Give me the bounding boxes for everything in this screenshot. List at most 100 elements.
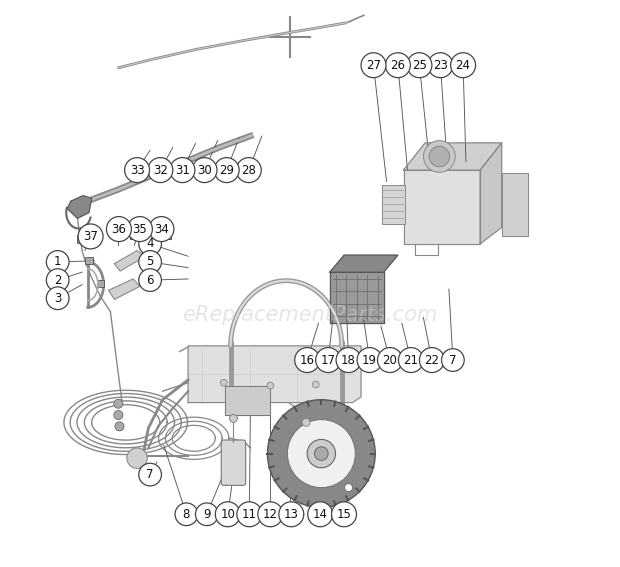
Text: 24: 24	[456, 59, 471, 71]
Bar	[502, 173, 528, 236]
Circle shape	[236, 158, 261, 183]
Circle shape	[46, 251, 69, 273]
Text: 16: 16	[299, 354, 315, 366]
Text: 11: 11	[242, 508, 257, 521]
Circle shape	[441, 349, 464, 371]
Circle shape	[170, 158, 195, 183]
Circle shape	[312, 381, 319, 388]
Circle shape	[287, 420, 355, 488]
Circle shape	[258, 502, 283, 527]
Circle shape	[139, 463, 161, 486]
Circle shape	[307, 439, 335, 468]
Circle shape	[46, 269, 69, 291]
Circle shape	[229, 414, 237, 422]
Bar	[382, 185, 405, 224]
Circle shape	[267, 382, 273, 389]
Text: 3: 3	[54, 292, 61, 304]
Polygon shape	[68, 196, 92, 218]
Text: 30: 30	[197, 164, 212, 176]
Text: 35: 35	[133, 223, 148, 235]
Circle shape	[308, 502, 333, 527]
Text: 33: 33	[130, 164, 144, 176]
Text: 32: 32	[153, 164, 168, 176]
Text: 20: 20	[383, 354, 397, 366]
Circle shape	[46, 287, 69, 310]
Circle shape	[114, 411, 123, 420]
Circle shape	[195, 503, 218, 526]
Circle shape	[399, 348, 423, 373]
Text: 31: 31	[175, 164, 190, 176]
Circle shape	[279, 502, 304, 527]
Text: 18: 18	[341, 354, 356, 366]
Text: 7: 7	[449, 354, 457, 366]
Circle shape	[215, 502, 241, 527]
Circle shape	[302, 418, 310, 426]
Text: 26: 26	[391, 59, 405, 71]
Circle shape	[114, 399, 123, 408]
Bar	[77, 235, 84, 243]
Circle shape	[125, 158, 149, 183]
Circle shape	[115, 422, 124, 431]
Text: 13: 13	[284, 508, 299, 521]
Polygon shape	[480, 143, 502, 244]
Text: 34: 34	[154, 223, 169, 235]
Text: eReplacementParts.com: eReplacementParts.com	[182, 304, 438, 325]
Circle shape	[332, 502, 356, 527]
Polygon shape	[114, 251, 146, 271]
Text: 1: 1	[54, 256, 61, 268]
Polygon shape	[108, 279, 140, 299]
Circle shape	[149, 217, 174, 242]
Circle shape	[316, 348, 340, 373]
Circle shape	[127, 448, 148, 468]
Circle shape	[294, 348, 320, 373]
Circle shape	[429, 146, 450, 167]
Polygon shape	[188, 346, 361, 403]
Text: 2: 2	[54, 274, 61, 286]
Text: 15: 15	[337, 508, 352, 521]
Text: 27: 27	[366, 59, 381, 71]
Circle shape	[139, 251, 161, 273]
Circle shape	[78, 224, 103, 249]
Text: 10: 10	[220, 508, 235, 521]
Text: 22: 22	[425, 354, 440, 366]
Circle shape	[192, 158, 217, 183]
Text: 14: 14	[312, 508, 328, 521]
Polygon shape	[404, 170, 480, 244]
Text: 29: 29	[219, 164, 234, 176]
Circle shape	[148, 158, 173, 183]
Circle shape	[107, 217, 131, 242]
Circle shape	[386, 53, 410, 78]
Circle shape	[139, 232, 161, 255]
Polygon shape	[330, 255, 398, 272]
Circle shape	[407, 53, 432, 78]
Circle shape	[221, 379, 227, 386]
Text: 8: 8	[183, 508, 190, 521]
Circle shape	[420, 348, 445, 373]
Circle shape	[423, 141, 455, 172]
Text: 7: 7	[146, 468, 154, 481]
Polygon shape	[404, 143, 502, 170]
Circle shape	[361, 53, 386, 78]
FancyBboxPatch shape	[221, 440, 246, 485]
Text: 12: 12	[263, 508, 278, 521]
Text: 21: 21	[404, 354, 418, 366]
Circle shape	[451, 53, 476, 78]
Text: 28: 28	[241, 164, 256, 176]
Text: 17: 17	[321, 354, 335, 366]
Bar	[97, 280, 104, 287]
Polygon shape	[225, 386, 270, 415]
Circle shape	[128, 217, 153, 242]
Text: 37: 37	[83, 230, 98, 243]
Circle shape	[139, 269, 161, 291]
Text: 25: 25	[412, 59, 427, 71]
Circle shape	[214, 158, 239, 183]
Text: 36: 36	[112, 223, 126, 235]
Circle shape	[428, 53, 453, 78]
Circle shape	[345, 484, 353, 492]
Polygon shape	[330, 272, 384, 323]
Circle shape	[378, 348, 402, 373]
Text: 4: 4	[146, 238, 154, 250]
Text: 6: 6	[146, 274, 154, 286]
Circle shape	[237, 502, 262, 527]
Circle shape	[175, 503, 198, 526]
